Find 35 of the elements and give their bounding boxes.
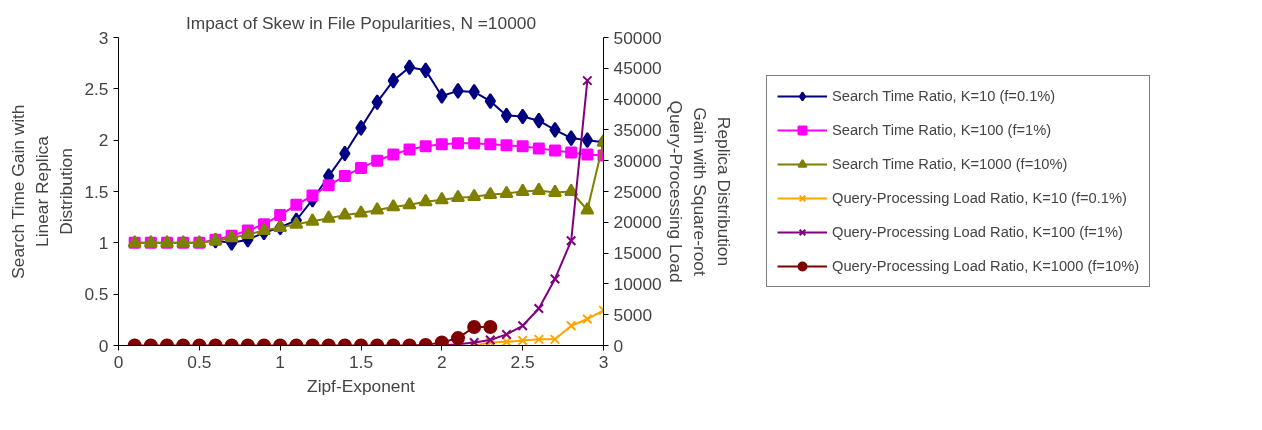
legend-label: Search Time Ratio, K=100 (f=1%) [832, 122, 1052, 138]
legend-label: Query-Processing Load Ratio, K=100 (f=1%) [832, 224, 1123, 240]
y2-tick-label: 35000 [613, 119, 662, 140]
y2-tick-label: 45000 [613, 58, 662, 79]
y2-axis-title: Query-Processing Load Gain with Square-root Replica Distribution [665, 100, 734, 283]
y-tick-label: 1 [98, 232, 109, 253]
x-tick-label: 2.5 [510, 351, 535, 372]
y-tick-label: 0 [98, 335, 109, 356]
x-tick-label: 3 [598, 351, 609, 372]
legend-label: Query-Processing Load Ratio, K=1000 (f=10%) [832, 258, 1140, 274]
chart-title: Impact of Skew in File Popularities, N =10000 [185, 12, 537, 33]
x-tick-label: 1.5 [348, 351, 374, 372]
y-tick-label: 1.5 [84, 181, 109, 202]
y2-tick-label: 40000 [613, 89, 662, 110]
y2-tick-label: 20000 [613, 212, 662, 233]
x-tick-label: 2 [437, 351, 447, 372]
legend-label: Search Time Ratio, K=10 (f=0.1%) [832, 88, 1056, 104]
y-tick-label: 0.5 [84, 284, 109, 305]
y2-tick-label: 0 [613, 335, 624, 356]
y-axis-title: Search Time Gain with Linear Replica Distribution [8, 104, 77, 279]
x-tick-label: 0 [113, 351, 124, 372]
y2-tick-label: 25000 [613, 181, 662, 202]
y-tick-label: 2 [98, 130, 109, 151]
y2-tick-label: 15000 [613, 243, 662, 264]
y2-tick-label: 50000 [613, 27, 662, 48]
y-tick-label: 3 [98, 27, 109, 48]
y-tick-label: 2.5 [84, 78, 109, 99]
legend-label: Query-Processing Load Ratio, K=10 (f=0.1%) [832, 190, 1127, 206]
legend-label: Search Time Ratio, K=1000 (f=10%) [832, 156, 1068, 172]
y2-tick-label: 30000 [613, 150, 662, 171]
y2-tick-label: 5000 [613, 304, 653, 325]
y2-tick-label: 10000 [613, 273, 662, 294]
x-axis-title: Zipf-Exponent [307, 375, 416, 396]
x-tick-label: 0.5 [187, 351, 212, 372]
x-tick-label: 1 [275, 351, 285, 372]
